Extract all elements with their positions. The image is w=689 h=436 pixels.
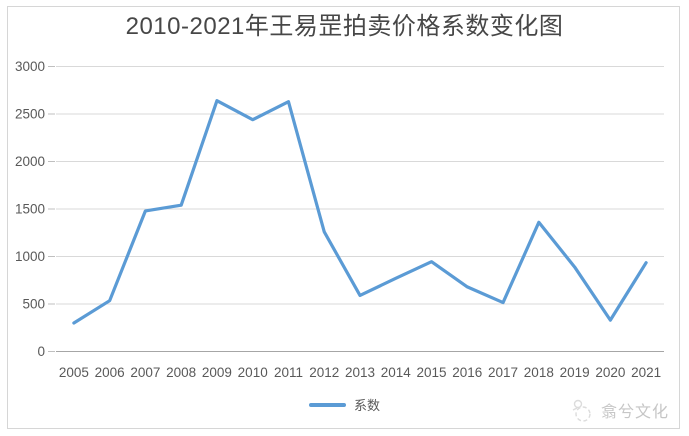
chart-legend: 系数 xyxy=(0,395,689,414)
y-axis-tick-label: 2500 xyxy=(15,107,45,122)
x-axis-tick-label: 2012 xyxy=(309,365,339,380)
y-axis-tick-label: 1500 xyxy=(15,202,45,217)
x-axis-tick-label: 2017 xyxy=(488,365,518,380)
watermark: 翕兮文化 xyxy=(570,397,669,423)
x-axis-tick-label: 2008 xyxy=(166,365,196,380)
y-axis-tick-label: 1000 xyxy=(15,249,45,264)
x-axis-tick-label: 2010 xyxy=(238,365,268,380)
x-axis-tick-label: 2014 xyxy=(381,365,412,380)
y-axis-tick-label: 500 xyxy=(22,297,45,312)
y-axis-tick-label: 3000 xyxy=(15,59,45,74)
x-axis-tick-label: 2011 xyxy=(274,365,303,380)
x-axis-tick-label: 2020 xyxy=(595,365,625,380)
x-axis-tick-label: 2009 xyxy=(202,365,232,380)
x-axis-tick-label: 2015 xyxy=(417,365,447,380)
sketch-logo-icon xyxy=(572,399,591,422)
x-axis-tick-label: 2013 xyxy=(345,365,375,380)
legend-series-label: 系数 xyxy=(353,398,380,413)
legend-line-swatch xyxy=(308,402,346,407)
x-axis-tick-label: 2021 xyxy=(631,365,661,380)
x-axis-tick-label: 2016 xyxy=(452,365,482,380)
x-axis-tick-label: 2007 xyxy=(130,365,160,380)
x-axis-tick-label: 2018 xyxy=(524,365,554,380)
x-axis-tick-label: 2005 xyxy=(59,365,89,380)
y-axis-tick-label: 0 xyxy=(37,344,45,359)
y-axis-tick-label: 2000 xyxy=(15,154,45,169)
x-axis-tick-label: 2019 xyxy=(560,365,590,380)
series-line xyxy=(72,99,648,325)
chart-title: 2010-2021年王易罡拍卖价格系数变化图 xyxy=(125,13,564,40)
x-axis-tick-label: 2006 xyxy=(95,365,125,380)
watermark-text: 翕兮文化 xyxy=(600,404,669,421)
